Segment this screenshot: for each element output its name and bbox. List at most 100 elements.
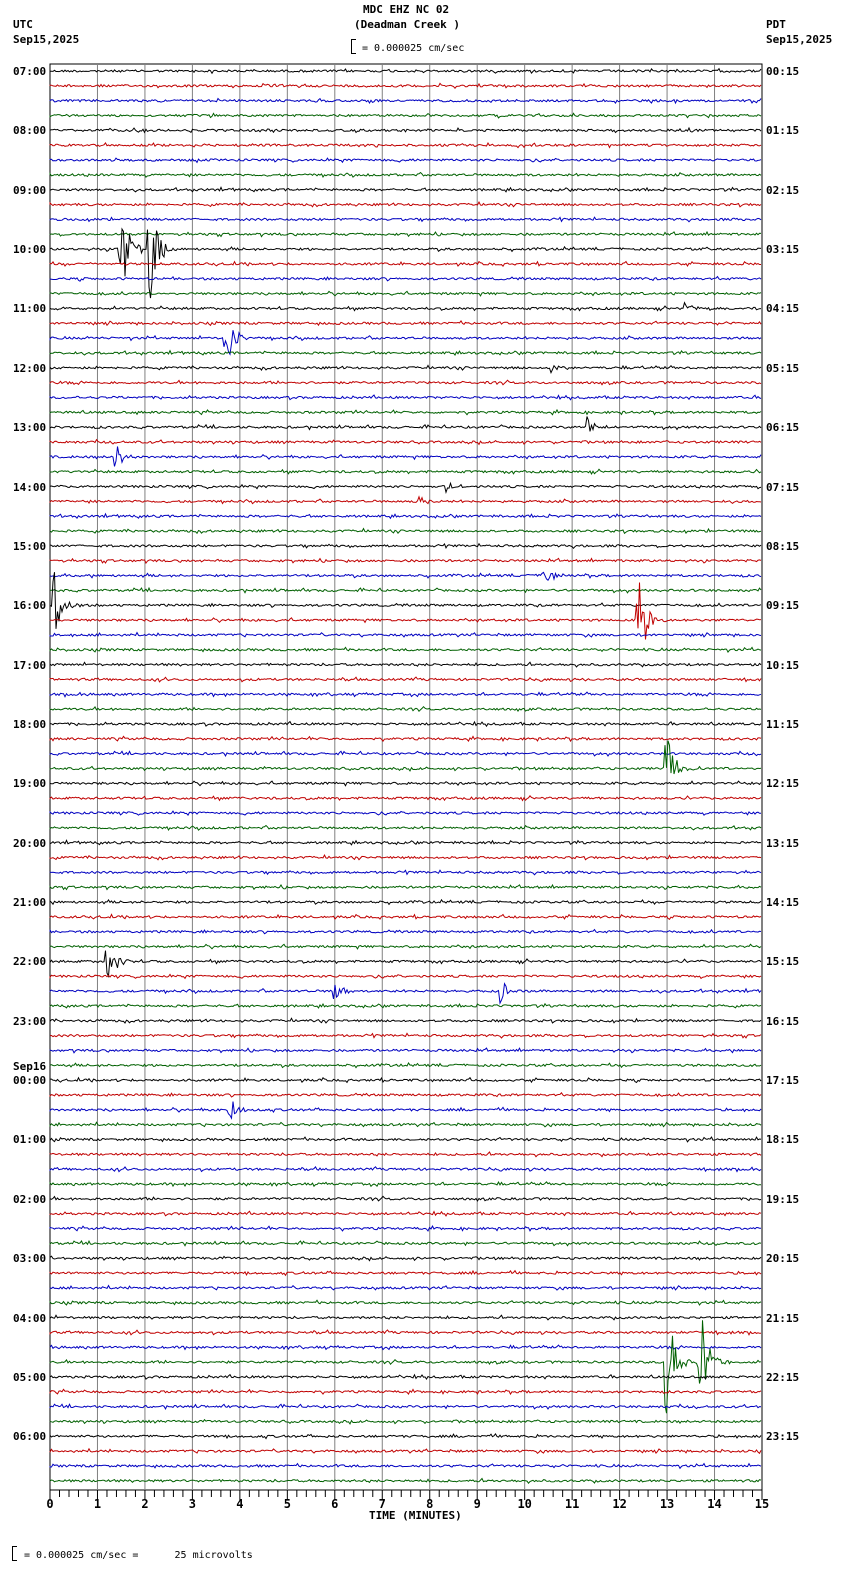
seismic-trace [49,586,762,594]
right-date: Sep15,2025 [766,33,833,46]
utc-hour-label: 11:00 [13,302,47,316]
pdt-hour-label: 02:15 [766,183,800,197]
x-tick-label: 7 [379,1497,386,1511]
x-tick-label: 5 [284,1497,291,1511]
seismic-trace [49,1344,762,1351]
seismic-trace [49,260,761,268]
left-timezone: UTC [13,18,33,31]
seismic-trace [49,913,762,920]
seismic-trace [49,1151,762,1158]
pdt-hour-label: 09:15 [766,599,800,613]
pdt-hour-label: 04:15 [766,302,800,316]
pdt-hour-label: 22:15 [766,1370,800,1384]
pdt-hour-label: 03:15 [766,243,800,257]
utc-hour-label: 06:00 [13,1430,47,1444]
seismic-trace [49,1101,762,1120]
scale-bar-icon [351,39,356,54]
seismic-trace [49,973,762,980]
seismic-trace [49,810,761,816]
seismic-trace [49,883,762,891]
seismic-trace [49,1047,762,1054]
scale-label: = 0.000025 cm/sec [362,43,465,54]
utc-hour-label: 19:00 [13,777,47,791]
seismic-trace [49,1477,762,1485]
pdt-hour-label: 05:15 [766,361,800,375]
pdt-hour-label: 23:15 [766,1430,800,1444]
seismic-trace [49,481,762,494]
pdt-hour-label: 20:15 [766,1252,800,1266]
utc-hour-label: 10:00 [13,243,47,257]
seismic-trace [49,1076,762,1084]
seismic-trace [49,691,762,698]
x-tick-label: 10 [517,1497,531,1511]
seismic-trace [49,1418,762,1425]
footer-scale-note: = 0.000025 cm/sec = 25 microvolts [24,1550,253,1561]
seismic-trace [49,1017,762,1024]
seismic-trace [49,438,762,446]
seismic-trace [49,1299,762,1306]
utc-hour-label: 03:00 [13,1252,47,1266]
seismic-trace [49,1269,762,1277]
seismic-trace [49,720,762,728]
pdt-hour-label: 01:15 [766,124,800,138]
seismic-trace [49,750,762,757]
utc-hour-label: 20:00 [13,836,47,850]
seismic-trace [49,1136,762,1143]
seismic-trace [49,661,762,668]
pdt-hour-label: 12:15 [766,777,800,791]
seismic-trace [49,676,762,683]
pdt-hour-label: 08:15 [766,539,800,553]
utc-hour-label: 01:00 [13,1133,47,1147]
pdt-hour-label: 19:15 [766,1192,800,1206]
seismic-trace [49,1225,762,1232]
seismic-trace [49,631,762,638]
utc-hour-label: 12:00 [13,361,47,375]
utc-hour-label: 02:00 [13,1192,47,1206]
seismic-trace [49,216,762,223]
seismic-trace [49,227,762,299]
seismic-trace [49,1091,762,1098]
x-tick-label: 8 [426,1497,433,1511]
seismic-trace [49,898,762,906]
seismic-trace [49,157,762,164]
station-title: MDC EHZ NC 02 [363,3,450,16]
date-change-label: Sep16 [13,1060,47,1074]
seismic-trace [49,1062,762,1069]
pdt-hour-label: 21:15 [766,1311,800,1325]
seismic-trace [49,1462,762,1470]
seismic-trace [49,943,762,950]
seismic-trace [49,1403,762,1410]
footer-scale-icon [12,1546,17,1561]
seismic-trace [49,1181,761,1188]
seismic-trace [49,290,762,297]
seismic-trace [49,1284,762,1291]
left-date: Sep15,2025 [13,33,80,46]
utc-hour-label: 17:00 [13,658,47,672]
seismic-trace [49,1255,762,1262]
seismic-trace [49,824,762,832]
seismic-trace [49,1032,762,1039]
utc-hour-label: 23:00 [13,1014,47,1028]
pdt-hour-label: 16:15 [766,1014,800,1028]
seismic-trace [49,1433,762,1440]
x-tick-label: 13 [660,1497,674,1511]
pdt-hour-label: 10:15 [766,658,800,672]
seismic-trace [49,186,762,193]
seismic-trace [49,1002,762,1009]
x-tick-label: 9 [474,1497,481,1511]
station-subtitle: (Deadman Creek ) [354,18,460,31]
seismic-trace [49,950,762,978]
utc-hour-label: 21:00 [13,896,47,910]
seismic-trace [49,1447,762,1455]
seismic-trace [49,571,762,582]
x-tick-label: 11 [565,1497,579,1511]
seismic-trace [49,1314,762,1321]
x-tick-label: 15 [755,1497,769,1511]
seismic-trace [49,1121,762,1128]
seismic-trace [49,82,762,89]
seismic-trace [49,982,762,1005]
seismic-trace [49,408,762,416]
seismic-trace [49,527,762,535]
pdt-hour-label: 06:15 [766,421,800,435]
seismic-trace [49,112,762,119]
